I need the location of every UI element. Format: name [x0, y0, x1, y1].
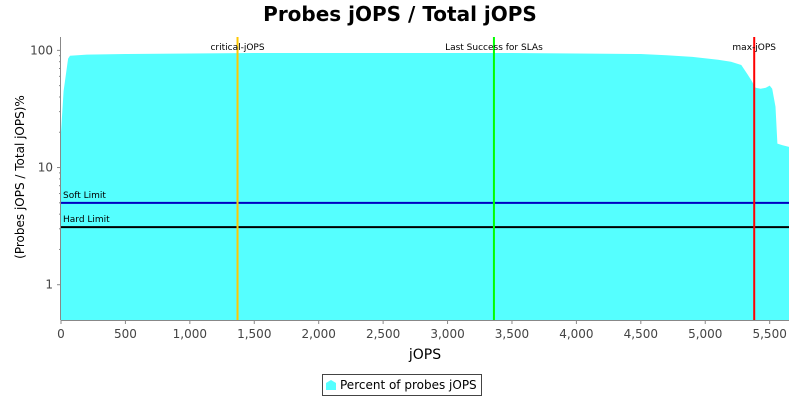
legend-label: Percent of probes jOPS [340, 378, 477, 392]
plot-area: Soft Limit Hard Limit critical-jOPS Last Su… [61, 37, 789, 320]
y-axis-label: (Probes jOPS / Total jOPS)% [13, 95, 27, 259]
y-tick-label: 10 [38, 161, 53, 175]
y-tick-label: 1 [45, 278, 53, 292]
x-tick-label: 1,500 [237, 327, 271, 341]
legend-swatch-icon [326, 380, 336, 390]
x-tick-label: 3,000 [430, 327, 464, 341]
y-tick-label: 100 [30, 43, 53, 57]
marker-label-0: critical-jOPS [210, 43, 264, 53]
chart-title: Probes jOPS / Total jOPS [263, 2, 537, 26]
y-axis: 1 10 100 [30, 37, 61, 320]
marker-label-1: Last Success for SLAs [445, 43, 543, 53]
x-tick-label: 4,000 [559, 327, 593, 341]
x-axis: 0 500 1,000 1,500 2,000 2,500 3,000 3,500 4,000 4… [57, 320, 789, 341]
series-area-0 [61, 53, 789, 320]
x-tick-label: 2,000 [302, 327, 336, 341]
x-tick-label: 4,500 [624, 327, 658, 341]
x-tick-label: 1,000 [173, 327, 207, 341]
x-tick-label: 0 [57, 327, 65, 341]
x-tick-label: 2,500 [366, 327, 400, 341]
x-tick-label: 5,500 [752, 327, 786, 341]
x-axis-label: jOPS [408, 347, 442, 363]
threshold-label-0: Soft Limit [63, 191, 106, 201]
x-tick-label: 500 [114, 327, 137, 341]
x-tick-label: 3,500 [495, 327, 529, 341]
threshold-label-1: Hard Limit [63, 215, 110, 225]
x-tick-label: 5,000 [688, 327, 722, 341]
legend: Percent of probes jOPS [322, 374, 482, 396]
marker-label-2: max-jOPS [732, 43, 776, 53]
